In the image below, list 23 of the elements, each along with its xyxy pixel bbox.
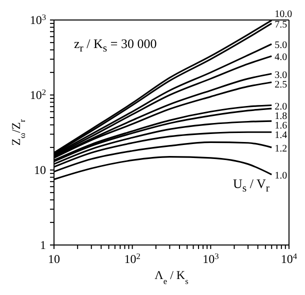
y-tick-label: 1 (40, 238, 46, 252)
x-tick-label: 10$^{2}$ (124, 252, 140, 266)
series-label: 1.8 (274, 110, 288, 122)
series-label: 2.5 (274, 79, 288, 90)
series-label: 2.0 (274, 101, 288, 112)
annotation: U$_{s}$ / V$_{r}$ (233, 176, 270, 195)
series-label: 1.0 (274, 170, 288, 182)
series-label: 4.0 (274, 52, 288, 64)
series-label: 5.0 (274, 40, 288, 52)
x-tick-label: 10$^{3}$ (202, 252, 219, 266)
y-tick-label: 10$^{3}$ (30, 12, 46, 27)
series-label: 7.5 (274, 19, 288, 30)
x-axis-title: Λ$_{e}$ / K$_{s}$ (154, 268, 188, 286)
y-tick-label: 10 (34, 163, 46, 177)
y-tick-label: 10$^{2}$ (30, 88, 46, 102)
series-label: 1.4 (274, 130, 288, 141)
series-label: 10.0 (274, 9, 292, 20)
annotation: z$_{r}$ / K$_{s}$ = 30 000 (74, 36, 157, 55)
series-label: 1.6 (274, 120, 288, 132)
x-tick-label: 10$^{4}$ (280, 252, 298, 266)
series-label: 1.2 (274, 143, 288, 154)
series-label: 3.0 (274, 70, 288, 81)
x-tick-label: 10 (48, 252, 60, 266)
